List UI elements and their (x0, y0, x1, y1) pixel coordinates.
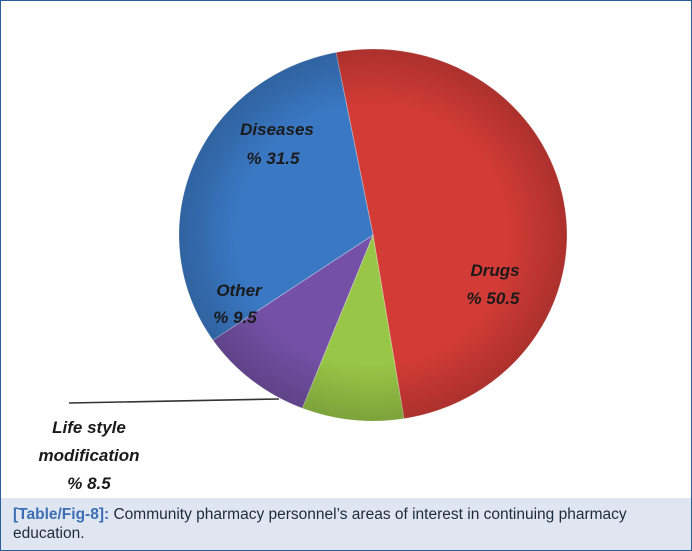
leader-line-life-style (69, 399, 279, 403)
slice-label-other-value: % 9.5 (213, 308, 257, 327)
figure-caption: [Table/Fig-8]: Community pharmacy person… (1, 498, 691, 550)
ext-label-life-style-value: % 8.5 (67, 474, 111, 493)
caption-ref: [Table/Fig-8]: (13, 506, 109, 523)
ext-label-life-style-line2: modification (38, 446, 139, 465)
slice-label-diseases-name: Diseases (240, 120, 314, 139)
pie-chart: Diseases % 31.5 Drugs % 50.5 Other % 9.5… (1, 1, 691, 498)
slice-label-drugs-value: % 50.5 (467, 289, 520, 308)
slice-label-other-name: Other (216, 281, 263, 300)
slice-label-drugs-name: Drugs (470, 261, 519, 280)
pie-shading (179, 49, 567, 421)
slice-label-diseases-value: % 31.5 (247, 149, 300, 168)
ext-label-life-style-line1: Life style (52, 418, 126, 437)
